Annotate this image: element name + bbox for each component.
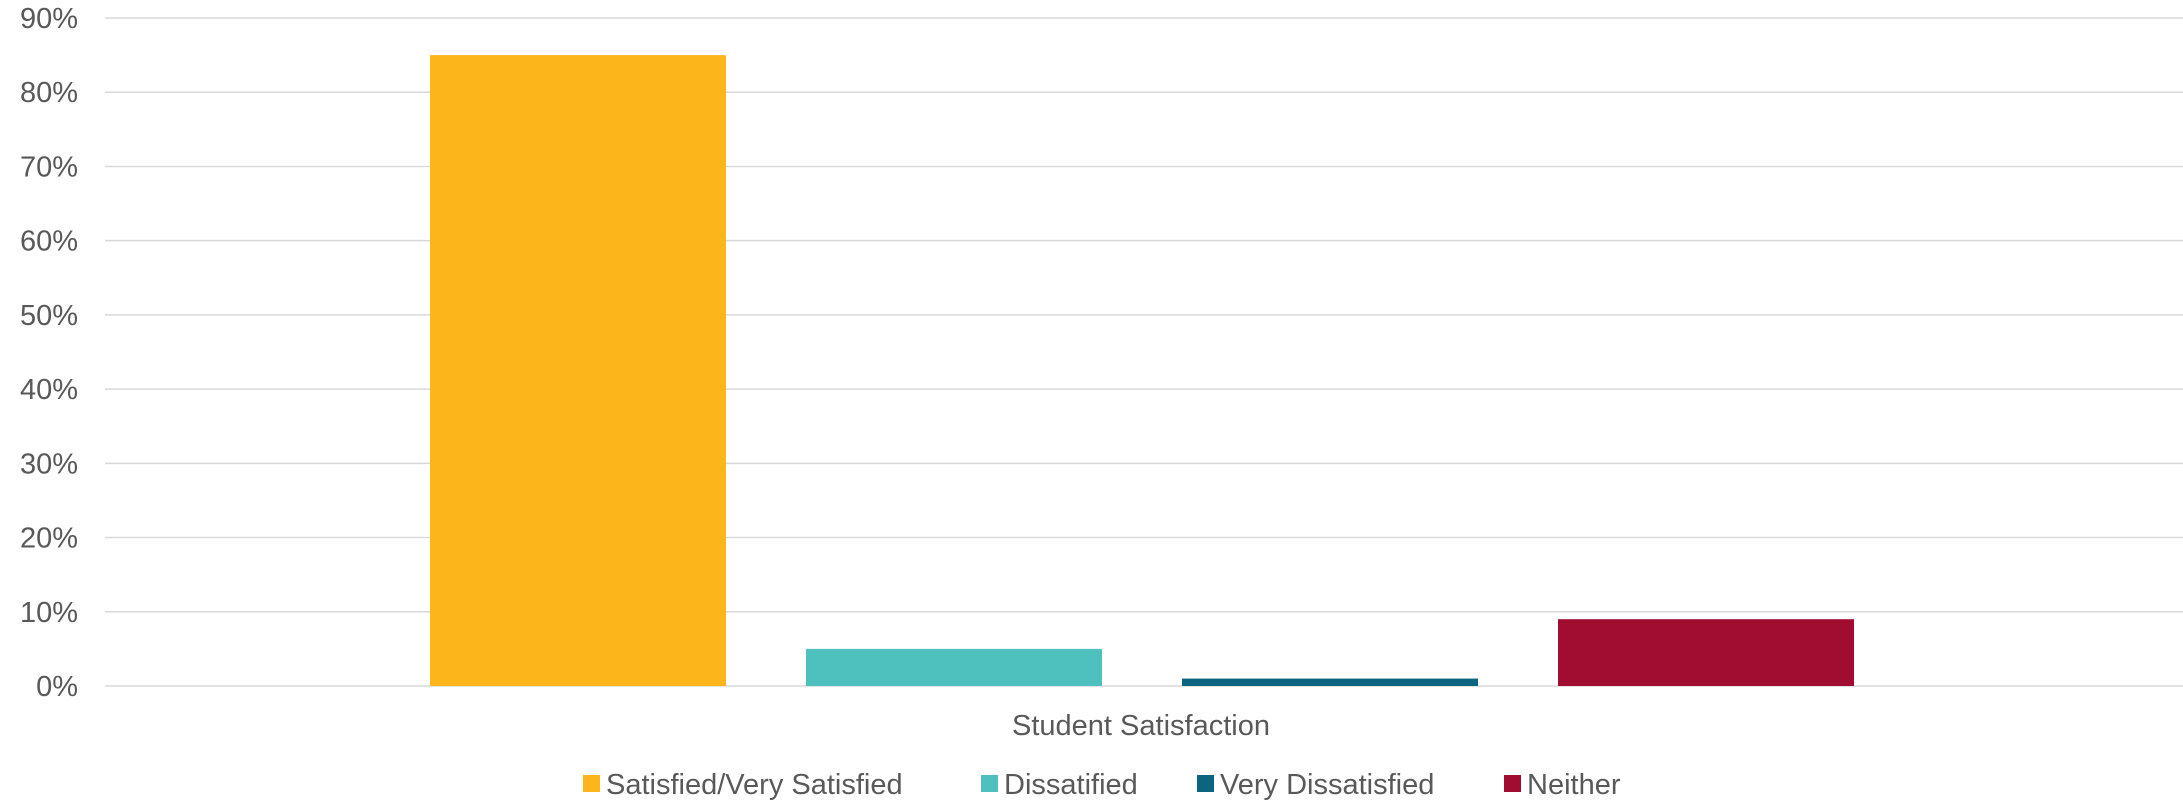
- y-tick-label: 20%: [20, 523, 78, 555]
- gridlines: [105, 17, 2183, 687]
- legend-label-4: Neither: [1527, 769, 1621, 801]
- y-tick-label: 90%: [20, 3, 78, 35]
- y-tick-label: 10%: [20, 597, 78, 629]
- legend-label-3: Very Dissatisfied: [1220, 769, 1434, 801]
- legend-swatch-2: [981, 775, 998, 792]
- bar-2: [806, 648, 1102, 686]
- y-tick-label: 50%: [20, 300, 78, 332]
- legend-label-1: Satisfied/Very Satisfied: [606, 769, 903, 801]
- y-tick-label: 80%: [20, 77, 78, 109]
- y-tick-label: 70%: [20, 151, 78, 183]
- y-tick-label: 60%: [20, 226, 78, 258]
- bar-4: [1558, 619, 1854, 686]
- legend-label-2: Dissatified: [1004, 769, 1138, 801]
- legend-swatch-1: [583, 775, 600, 792]
- bars: [430, 55, 1854, 687]
- y-tick-label: 30%: [20, 448, 78, 480]
- legend-swatch-4: [1504, 775, 1521, 792]
- category-axis: Student Satisfaction: [1012, 710, 1270, 742]
- y-tick-label: 0%: [36, 671, 78, 703]
- legend: Satisfied/Very Satisfied Dissatified Very …: [583, 769, 1621, 801]
- y-axis-ticks: 0% 10% 20% 30% 40% 50% 60% 70% 80% 90%: [20, 3, 78, 703]
- bar-1: [430, 55, 726, 687]
- y-tick-label: 40%: [20, 374, 78, 406]
- bar-3: [1182, 678, 1478, 686]
- legend-swatch-3: [1197, 775, 1214, 792]
- category-label: Student Satisfaction: [1012, 710, 1270, 742]
